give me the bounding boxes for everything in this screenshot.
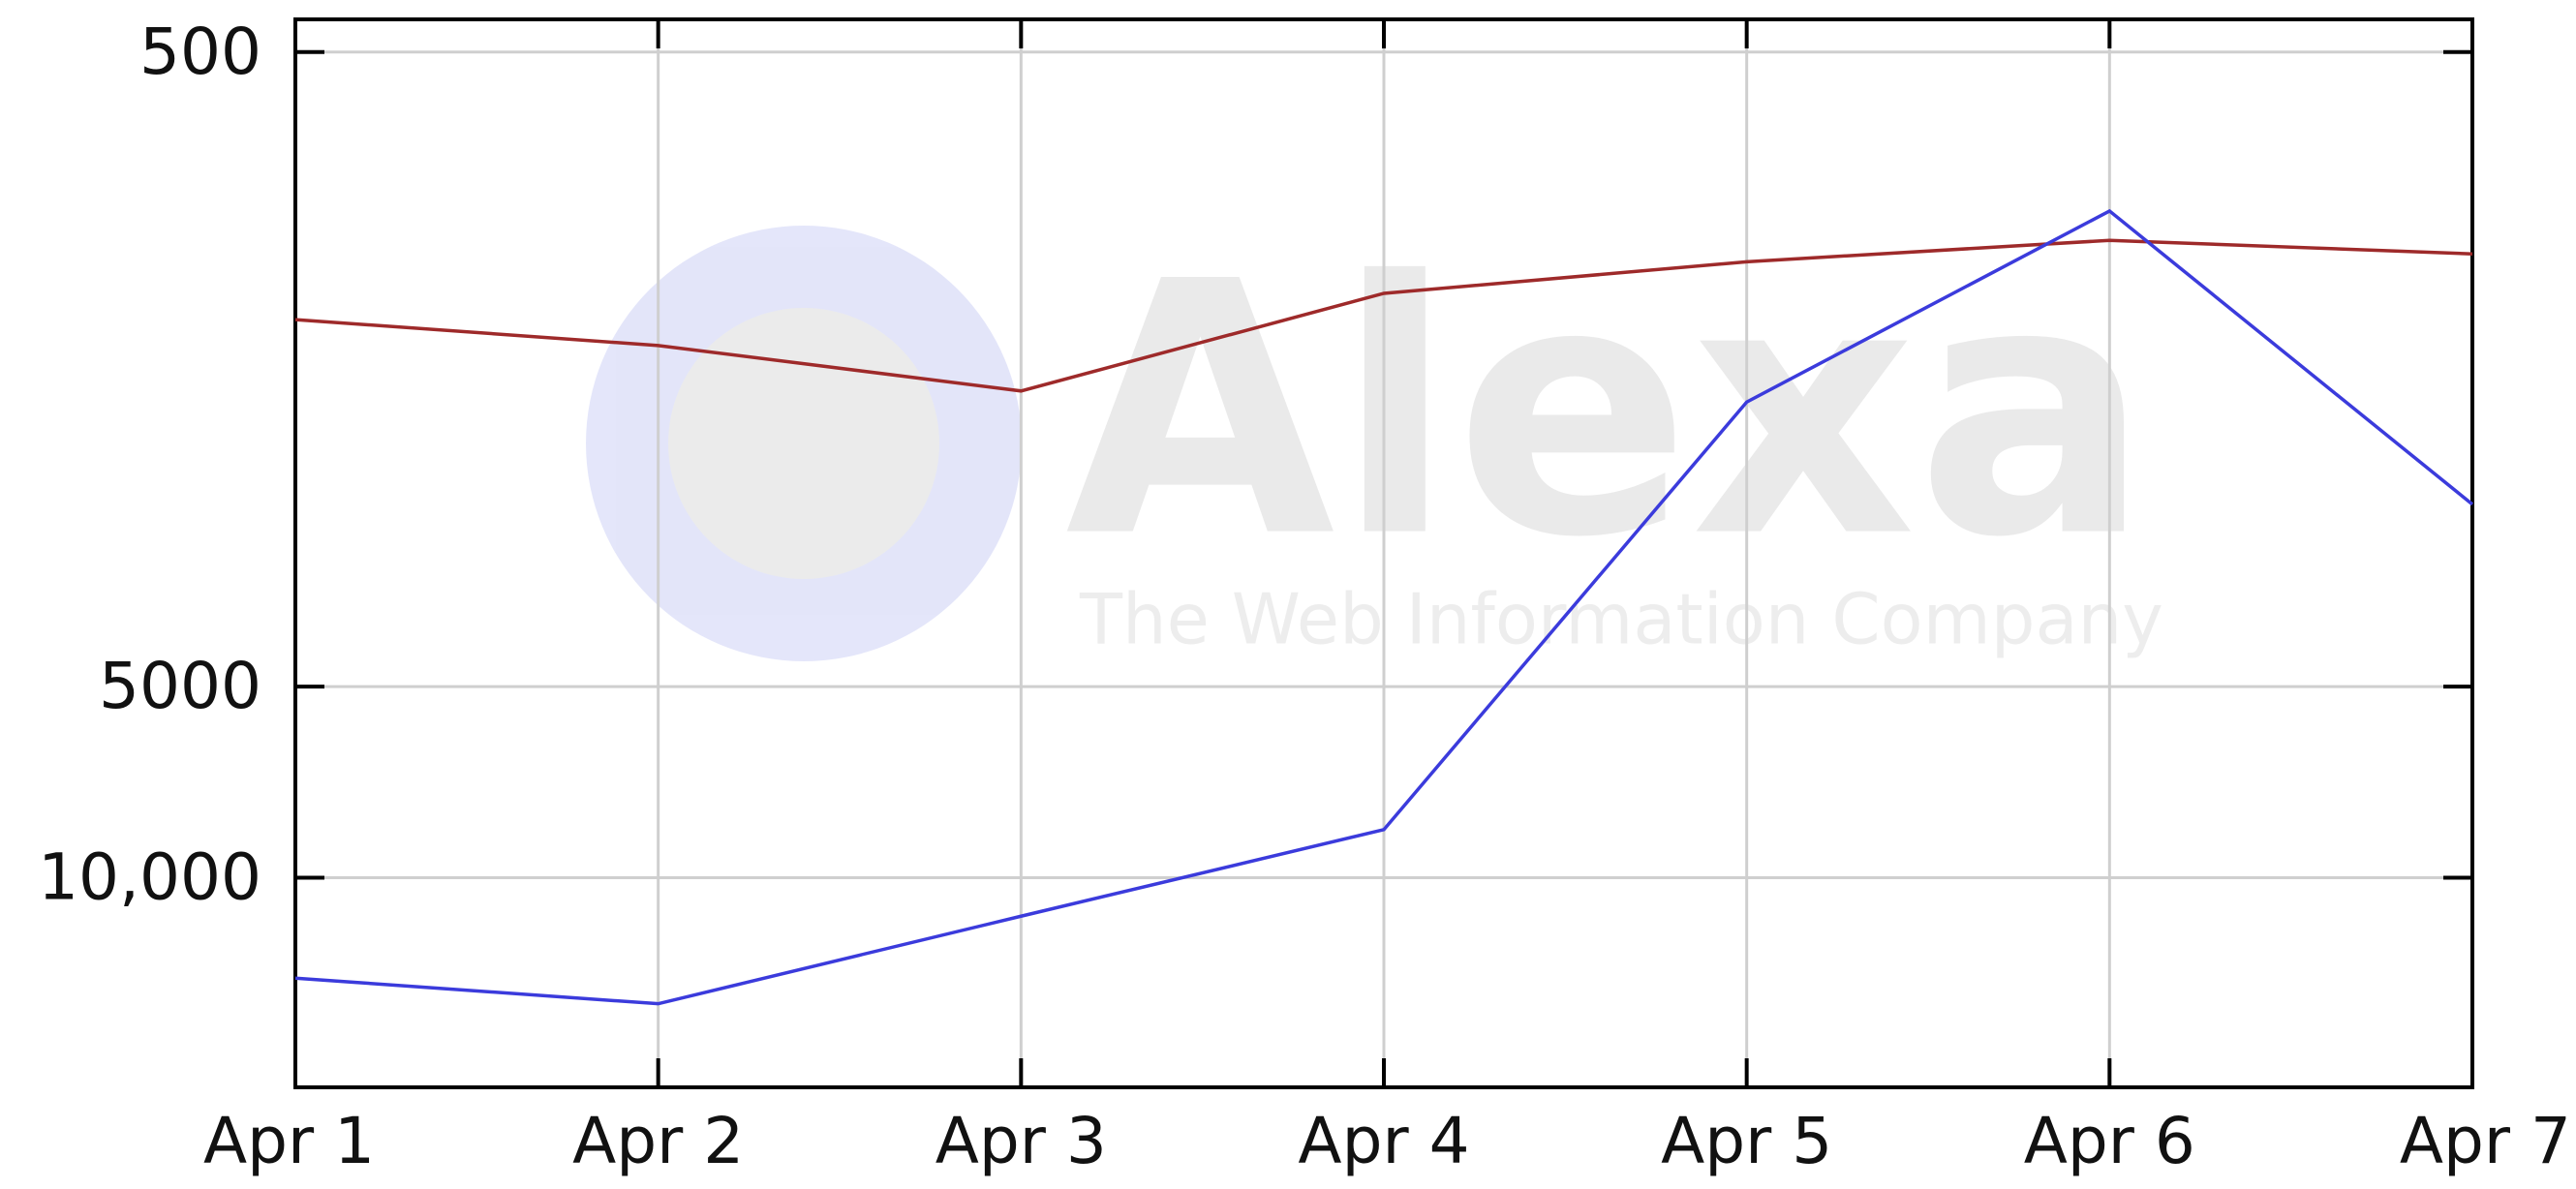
watermark-text: Alexa (1065, 207, 2151, 613)
x-tick-label: Apr 4 (1298, 1104, 1469, 1178)
x-tick-label: Apr 5 (1661, 1104, 1832, 1178)
x-tick-label: Apr 1 (203, 1104, 375, 1178)
watermark-subtitle: The Web Information Company (1079, 579, 2163, 660)
watermark-logo-inner (668, 308, 939, 579)
y-tick-label: 5000 (99, 649, 261, 723)
x-tick-label: Apr 2 (572, 1104, 744, 1178)
series-line (294, 208, 2474, 1006)
y-tick-label: 500 (139, 15, 261, 89)
y-tick-label: 10,000 (38, 840, 261, 915)
series-line (294, 238, 2473, 393)
x-tick-label: Apr 7 (2400, 1104, 2571, 1178)
x-tick-label: Apr 6 (2024, 1104, 2195, 1178)
watermark: Alexa The Web Information Company (586, 207, 2163, 661)
plot-frame (293, 17, 2474, 1089)
x-tick-label: Apr 3 (935, 1104, 1107, 1178)
